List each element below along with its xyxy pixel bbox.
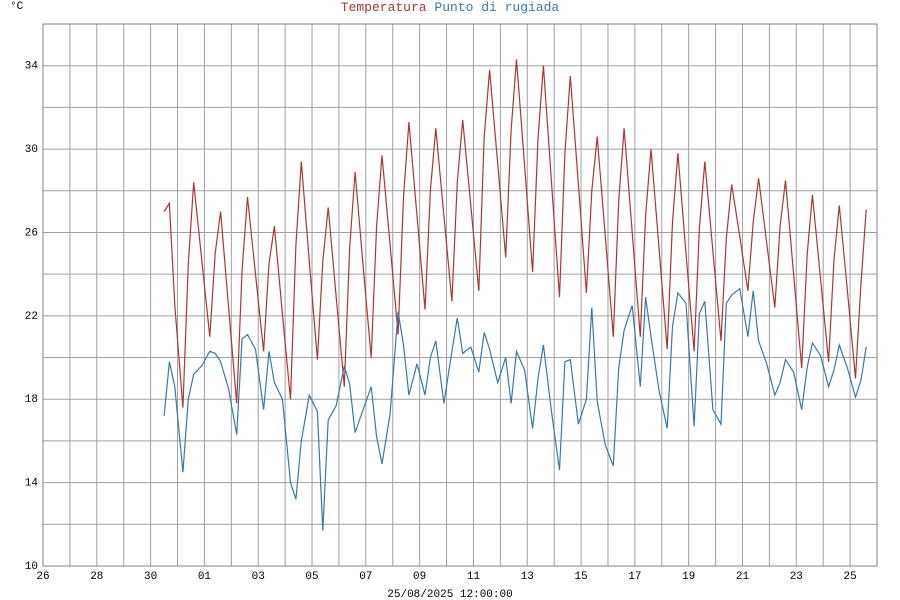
- x-tick-label: 15: [574, 571, 587, 583]
- y-tick-label: 26: [25, 227, 38, 239]
- x-tick-label: 19: [682, 571, 695, 583]
- x-tick-label: 26: [36, 571, 49, 583]
- x-tick-label: 30: [144, 571, 157, 583]
- chart-title: Temperatura Punto di rugiada: [341, 0, 560, 15]
- line-series: [163, 287, 867, 531]
- y-tick-label: 18: [25, 394, 38, 406]
- line-series: [163, 59, 867, 408]
- y-tick-label: 30: [25, 144, 38, 156]
- x-tick-label: 25: [843, 571, 856, 583]
- y-tick-label: 14: [25, 478, 39, 490]
- y-tick-label: 22: [25, 311, 38, 323]
- y-tick-label: 34: [25, 61, 39, 73]
- x-tick-label: 01: [198, 571, 212, 583]
- legend-entry: Punto di rugiada: [434, 0, 559, 15]
- y-unit: °C: [10, 1, 24, 13]
- x-tick-label: 09: [413, 571, 426, 583]
- x-tick-label: 21: [736, 571, 750, 583]
- legend-entry: Temperatura: [341, 0, 427, 15]
- x-tick-label: 17: [628, 571, 641, 583]
- x-tick-label: 11: [467, 571, 481, 583]
- x-tick-label: 07: [359, 571, 372, 583]
- y-tick-label: 10: [25, 561, 38, 573]
- plot-frame: [42, 23, 878, 567]
- x-tick-label: 13: [521, 571, 534, 583]
- x-tick-label: 03: [252, 571, 265, 583]
- x-tick-label: 05: [305, 571, 318, 583]
- x-axis-label: 25/08/2025 12:00:00: [387, 589, 512, 600]
- x-tick-label: 28: [90, 571, 103, 583]
- x-tick-label: 23: [790, 571, 803, 583]
